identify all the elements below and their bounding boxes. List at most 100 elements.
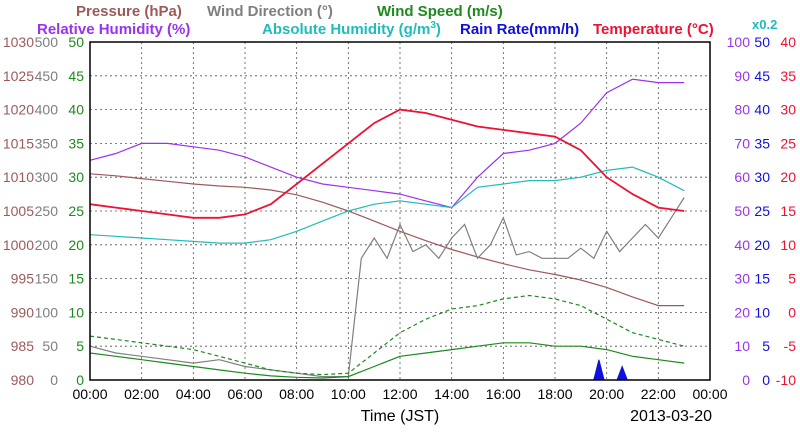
tick-label-wind-speed: 45	[68, 68, 84, 84]
series-relative-humidity	[89, 78, 685, 209]
tick-label-wind-direction: 0	[50, 372, 58, 388]
tick-label-wind-direction: 50	[42, 338, 58, 354]
tick-label-pressure: 1020	[3, 102, 34, 118]
tick-label-rain-rate: 30	[754, 169, 770, 185]
tick-label-wind-speed: 40	[68, 102, 84, 118]
legend-temperature: Temperature (°C)	[593, 21, 714, 38]
tick-label-wind-speed: 5	[76, 338, 84, 354]
tick-label-relative-humidity: 80	[734, 102, 750, 118]
series-wind-direction	[89, 197, 685, 378]
legend-absolute-humidity-text: Absolute Humidity (g/m	[262, 21, 430, 38]
tick-label-pressure: 1030	[3, 34, 34, 50]
date-label: 2013-03-20	[630, 408, 712, 425]
tick-label-relative-humidity: 10	[734, 338, 750, 354]
tick-label-pressure: 1005	[3, 203, 34, 219]
tick-label-relative-humidity: 20	[734, 304, 750, 320]
tick-label-wind-speed: 35	[68, 135, 84, 151]
tick-label-temperature: 40	[780, 34, 796, 50]
tick-label-temperature: 0	[788, 304, 796, 320]
tick-label-pressure: 1010	[3, 169, 34, 185]
tick-label-temperature: 35	[780, 68, 796, 84]
x-axis-title: Time (JST)	[361, 408, 440, 425]
tick-label-wind-direction: 450	[35, 68, 59, 84]
series-temperature	[89, 108, 685, 219]
tick-label-time: 04:00	[176, 386, 211, 402]
tick-label-pressure: 990	[11, 304, 35, 320]
tick-label-wind-speed: 20	[68, 237, 84, 253]
grid	[90, 42, 710, 380]
tick-label-wind-speed: 25	[68, 203, 84, 219]
tick-label-wind-speed: 0	[76, 372, 84, 388]
tick-label-wind-speed: 15	[68, 271, 84, 287]
tick-label-wind-direction: 350	[35, 135, 59, 151]
tick-label-wind-speed: 10	[68, 304, 84, 320]
tick-label-temperature: -5	[784, 338, 797, 354]
tick-label-temperature: 30	[780, 102, 796, 118]
legend-relative-humidity: Relative Humidity (%)	[37, 21, 190, 38]
legend-pressure: Pressure (hPa)	[76, 3, 182, 20]
tick-label-time: 10:00	[331, 386, 366, 402]
tick-label-temperature: 15	[780, 203, 796, 219]
tick-label-temperature: -10	[776, 372, 796, 388]
tick-label-wind-speed: 50	[68, 34, 84, 50]
tick-label-relative-humidity: 30	[734, 271, 750, 287]
legend-scale-note: x0.2	[752, 17, 777, 32]
tick-label-rain-rate: 20	[754, 237, 770, 253]
series-wind-speed-gust	[89, 294, 685, 376]
tick-label-rain-rate: 35	[754, 135, 770, 151]
legend-wind-speed: Wind Speed (m/s)	[377, 3, 503, 20]
tick-label-rain-rate: 15	[754, 271, 770, 287]
tick-label-time: 12:00	[382, 386, 417, 402]
tick-label-pressure: 985	[11, 338, 35, 354]
series-layer	[89, 78, 710, 381]
tick-label-pressure: 995	[11, 271, 35, 287]
tick-label-relative-humidity: 100	[727, 34, 751, 50]
tick-label-temperature: 25	[780, 135, 796, 151]
legend-absolute-humidity: Absolute Humidity (g/m3)	[262, 20, 441, 38]
tick-label-time: 06:00	[227, 386, 262, 402]
legend-absolute-humidity-close: )	[436, 21, 441, 38]
tick-label-time: 14:00	[434, 386, 469, 402]
tick-label-relative-humidity: 50	[734, 203, 750, 219]
tick-label-wind-direction: 250	[35, 203, 59, 219]
tick-label-wind-speed: 30	[68, 169, 84, 185]
tick-label-time: 00:00	[72, 386, 107, 402]
legend-rain-rate: Rain Rate(mm/h)	[460, 21, 579, 38]
tick-label-time: 16:00	[486, 386, 521, 402]
tick-label-time: 02:00	[124, 386, 159, 402]
tick-label-time: 20:00	[589, 386, 624, 402]
tick-label-relative-humidity: 40	[734, 237, 750, 253]
tick-label-rain-rate: 25	[754, 203, 770, 219]
tick-label-time: 18:00	[537, 386, 572, 402]
tick-label-wind-direction: 200	[35, 237, 59, 253]
tick-label-wind-direction: 300	[35, 169, 59, 185]
tick-label-rain-rate: 0	[762, 372, 770, 388]
tick-label-temperature: 5	[788, 271, 796, 287]
tick-label-pressure: 1025	[3, 68, 34, 84]
tick-label-wind-direction: 100	[35, 304, 59, 320]
tick-label-time: 08:00	[279, 386, 314, 402]
tick-label-rain-rate: 40	[754, 102, 770, 118]
tick-label-rain-rate: 10	[754, 304, 770, 320]
tick-label-wind-direction: 400	[35, 102, 59, 118]
tick-label-pressure: 1015	[3, 135, 34, 151]
tick-label-pressure: 980	[11, 372, 35, 388]
tick-label-relative-humidity: 60	[734, 169, 750, 185]
tick-label-relative-humidity: 90	[734, 68, 750, 84]
series-wind-speed	[89, 342, 685, 379]
tick-label-wind-direction: 500	[35, 34, 59, 50]
legend-wind-direction: Wind Direction (°)	[207, 3, 333, 20]
legend-absolute-humidity-sup: 3	[430, 20, 436, 31]
tick-label-rain-rate: 50	[754, 34, 770, 50]
tick-label-relative-humidity: 70	[734, 135, 750, 151]
tick-label-time: 00:00	[692, 386, 727, 402]
series-pressure	[89, 173, 685, 307]
tick-label-temperature: 10	[780, 237, 796, 253]
tick-label-wind-direction: 150	[35, 271, 59, 287]
tick-label-rain-rate: 5	[762, 338, 770, 354]
tick-label-time: 22:00	[641, 386, 676, 402]
tick-label-relative-humidity: 0	[742, 372, 750, 388]
tick-label-pressure: 1000	[3, 237, 34, 253]
plot-frame	[89, 41, 711, 381]
